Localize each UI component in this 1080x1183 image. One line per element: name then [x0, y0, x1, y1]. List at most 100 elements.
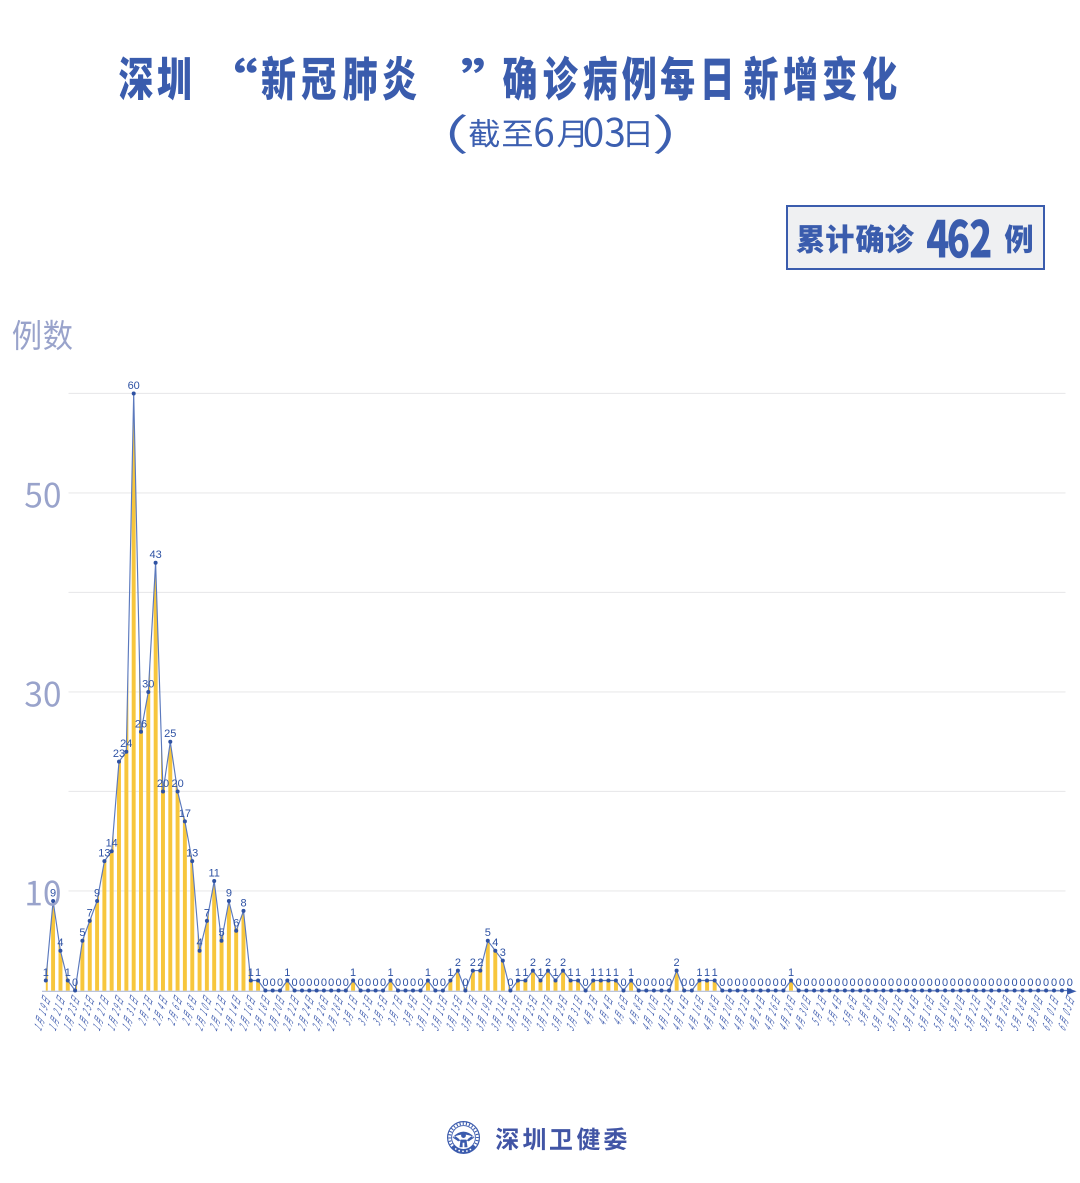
svg-text:0: 0: [1051, 977, 1057, 989]
svg-text:0: 0: [620, 977, 626, 989]
svg-text:1: 1: [43, 967, 49, 979]
svg-text:5: 5: [79, 927, 85, 939]
svg-text:0: 0: [988, 977, 994, 989]
svg-text:1: 1: [248, 967, 254, 979]
svg-text:17: 17: [179, 808, 191, 820]
svg-text:0: 0: [328, 977, 334, 989]
svg-text:0: 0: [850, 977, 856, 989]
svg-text:0: 0: [643, 977, 649, 989]
svg-text:2: 2: [470, 957, 476, 969]
svg-text:0: 0: [277, 977, 283, 989]
svg-text:2: 2: [455, 957, 461, 969]
svg-text:1: 1: [568, 967, 574, 979]
svg-text:0: 0: [1059, 977, 1065, 989]
svg-text:0: 0: [819, 977, 825, 989]
svg-text:0: 0: [380, 977, 386, 989]
svg-text:0: 0: [507, 977, 513, 989]
svg-text:1: 1: [788, 967, 794, 979]
svg-text:1: 1: [613, 967, 619, 979]
svg-text:0: 0: [927, 977, 933, 989]
svg-text:0: 0: [773, 977, 779, 989]
svg-text:0: 0: [965, 977, 971, 989]
svg-text:0: 0: [462, 977, 468, 989]
svg-text:0: 0: [1019, 977, 1025, 989]
svg-text:0: 0: [973, 977, 979, 989]
svg-text:5: 5: [485, 927, 491, 939]
svg-text:0: 0: [358, 977, 364, 989]
svg-text:0: 0: [796, 977, 802, 989]
svg-text:1: 1: [712, 967, 718, 979]
svg-text:8: 8: [240, 897, 246, 909]
svg-text:0: 0: [1027, 977, 1033, 989]
svg-text:1: 1: [65, 967, 71, 979]
svg-text:1: 1: [350, 967, 356, 979]
svg-text:1: 1: [552, 967, 558, 979]
svg-text:1: 1: [590, 967, 596, 979]
svg-text:0: 0: [666, 977, 672, 989]
svg-text:4: 4: [197, 937, 203, 949]
svg-text:0: 0: [911, 977, 917, 989]
svg-text:0: 0: [681, 977, 687, 989]
svg-text:0: 0: [432, 977, 438, 989]
svg-text:0: 0: [727, 977, 733, 989]
svg-text:0: 0: [826, 977, 832, 989]
svg-text:20: 20: [157, 778, 169, 790]
svg-text:6: 6: [233, 917, 239, 929]
svg-text:0: 0: [842, 977, 848, 989]
svg-text:1: 1: [598, 967, 604, 979]
svg-text:1: 1: [425, 967, 431, 979]
svg-text:1: 1: [255, 967, 261, 979]
svg-text:0: 0: [395, 977, 401, 989]
svg-text:7: 7: [87, 907, 93, 919]
svg-text:0: 0: [981, 977, 987, 989]
svg-text:20: 20: [171, 778, 183, 790]
svg-text:1: 1: [628, 967, 634, 979]
svg-text:11: 11: [208, 868, 219, 880]
svg-text:1: 1: [575, 967, 581, 979]
svg-text:1: 1: [605, 967, 611, 979]
svg-text:14: 14: [106, 838, 118, 850]
svg-text:2: 2: [477, 957, 483, 969]
svg-text:0: 0: [880, 977, 886, 989]
svg-text:0: 0: [919, 977, 925, 989]
svg-text:0: 0: [735, 977, 741, 989]
svg-text:1: 1: [696, 967, 702, 979]
svg-text:2: 2: [674, 957, 680, 969]
svg-text:1: 1: [284, 967, 290, 979]
svg-text:9: 9: [94, 888, 100, 900]
svg-text:0: 0: [299, 977, 305, 989]
svg-text:0: 0: [996, 977, 1002, 989]
svg-text:0: 0: [402, 977, 408, 989]
svg-text:13: 13: [98, 848, 110, 860]
svg-text:3: 3: [500, 947, 506, 959]
svg-text:4: 4: [492, 937, 498, 949]
svg-text:24: 24: [120, 738, 132, 750]
svg-text:1: 1: [704, 967, 710, 979]
svg-text:0: 0: [1067, 977, 1073, 989]
svg-text:0: 0: [904, 977, 910, 989]
svg-text:0: 0: [373, 977, 379, 989]
svg-text:0: 0: [811, 977, 817, 989]
svg-text:0: 0: [957, 977, 963, 989]
svg-text:0: 0: [651, 977, 657, 989]
svg-text:0: 0: [865, 977, 871, 989]
svg-text:0: 0: [942, 977, 948, 989]
svg-text:43: 43: [149, 549, 161, 561]
svg-text:0: 0: [72, 977, 78, 989]
svg-text:1: 1: [515, 967, 521, 979]
svg-text:0: 0: [583, 977, 589, 989]
svg-text:9: 9: [50, 888, 56, 900]
svg-text:0: 0: [834, 977, 840, 989]
svg-text:0: 0: [757, 977, 763, 989]
svg-text:2: 2: [560, 957, 566, 969]
svg-text:25: 25: [164, 728, 176, 740]
svg-text:0: 0: [314, 977, 320, 989]
svg-text:1: 1: [537, 967, 543, 979]
svg-text:0: 0: [719, 977, 725, 989]
svg-text:4: 4: [57, 937, 63, 949]
svg-text:1: 1: [387, 967, 393, 979]
svg-text:0: 0: [365, 977, 371, 989]
svg-text:0: 0: [410, 977, 416, 989]
svg-text:30: 30: [142, 679, 154, 691]
svg-text:0: 0: [803, 977, 809, 989]
